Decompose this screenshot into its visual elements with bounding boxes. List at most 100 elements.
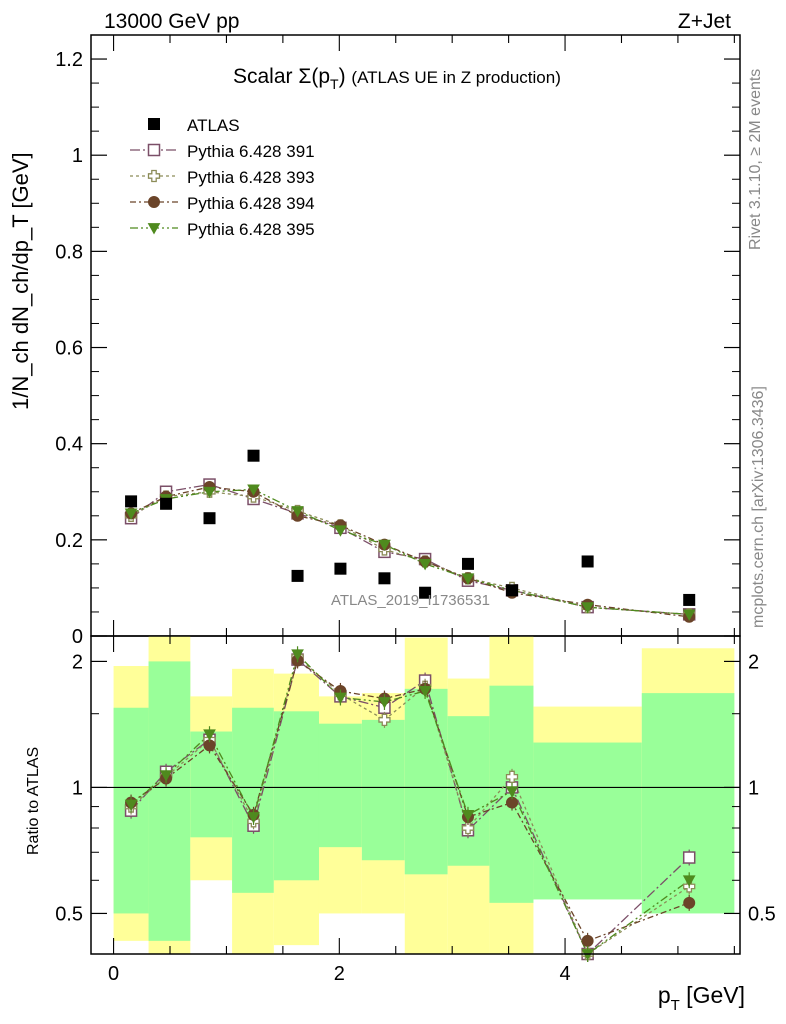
green-band-3 [232,707,274,893]
atlas-point-8 [461,557,474,570]
main-panel: 0 0.2 0.4 0.6 0.8 1 1.2 Scalar Σ(pT) (ATLAS UE… [8,34,741,648]
mcplots-label: mcplots.cern.ch [arXiv:1306.3436] [750,386,767,628]
x-axis-label-main: p [658,982,671,1008]
ratio-point-2-11 [683,896,696,909]
atlas-point-6 [378,572,391,585]
series-line-2 [130,486,690,618]
ratio-point-1-9 [505,770,519,783]
main-title-close: ) [339,65,346,88]
ratio-frame [90,635,741,955]
series-point-3-0 [124,508,138,520]
atlas-point-2 [203,512,216,525]
ratio-ytick-label-right-1: 1 [748,777,759,799]
green-band-4 [273,711,319,881]
ratio-point-3-8 [461,809,475,822]
atlas-point-9 [506,584,519,597]
green-band-7 [404,688,448,875]
series-point-3-4 [291,506,304,518]
main-title-subscript: T [330,76,339,92]
legend-label-2: Pythia 6.428 394 [187,194,315,213]
ratio-line-2 [130,659,690,942]
ratio-ytick-label-left-1: 1 [72,777,83,799]
main-ytick-label-3: 0.6 [55,338,83,360]
x-tick-label-1: 2 [334,963,345,985]
legend-marker-1 [147,169,161,183]
legend-marker-atlas [148,118,160,130]
watermark: ATLAS_2019_I1736531 [331,592,490,609]
main-ytick-label-4: 0.8 [55,241,83,263]
series-point-3-3 [247,484,260,496]
main-title-rest: (ATLAS UE in Z production) [351,68,560,87]
main-series-lines [130,483,690,618]
atlas-point-1 [160,497,173,510]
atlas-point-7 [419,586,432,599]
ratio-point-1-8 [461,821,475,835]
series-point-3-7 [418,558,432,571]
main-ytick-label-2: 0.4 [55,434,83,456]
atlas-point-11 [683,593,696,606]
series-point-3-10 [581,602,594,614]
series-line-0 [130,483,690,616]
ratio-point-3-6 [378,697,391,709]
green-band-6 [361,719,405,861]
green-band-10 [533,742,642,900]
ratio-point-3-4 [291,649,304,661]
legend-marker-2 [148,196,160,208]
main-title-prefix: Scalar Σ(p [233,65,330,88]
atlas-point-0 [125,495,138,508]
main-ylabel: 1/N_ch dN_ch/dp_T [GeV] [8,152,33,410]
series-point-3-8 [461,573,475,585]
legend-marker-0 [147,143,161,157]
ratio-point-1-6 [378,713,391,727]
ratio-point-3-11 [682,875,696,887]
main-ytick-label-0: 0 [72,626,83,648]
legend-label-atlas: ATLAS [187,116,240,135]
energy-label: 13000 GeV pp [104,10,239,33]
x-tick-label-0: 0 [108,963,119,985]
series-point-3-6 [378,539,391,552]
green-band-1 [148,661,191,941]
x-axis-label-unit: [GeV] [680,982,745,1008]
legend-label-0: Pythia 6.428 391 [187,142,315,161]
ratio-ticks: 0.5 0.5 1 1 2 2 0 2 4 [55,636,776,985]
series-line-1 [130,491,690,616]
series-line-3 [130,488,690,616]
ratio-point-0-11 [682,851,696,864]
atlas-point-4 [291,569,304,582]
ratio-ytick-label-right-0: 0.5 [748,903,776,925]
ratio-panel: 0.5 0.5 1 1 2 2 0 2 4 Ratio to ATLAS pT [GeV] [25,635,776,1014]
series-point-3-2 [203,486,216,499]
x-axis-label-subscript: T [671,997,680,1014]
ratio-ytick-label-right-2: 2 [748,651,759,673]
atlas-point-3 [247,449,260,462]
ratio-line-3 [130,653,690,955]
ratio-point-3-3 [247,812,260,824]
ratio-bands [113,636,735,954]
rivet-label: Rivet 3.1.10, ≥ 2M events [747,69,764,250]
series-point-3-5 [334,525,347,537]
ratio-point-3-2 [203,729,216,741]
process-label: Z+Jet [678,10,731,33]
green-band-5 [318,723,362,848]
legend: ATLAS Pythia 6.428 391 Pythia 6.428 393 Pyt… [130,116,315,239]
ratio-point-3-5 [334,692,347,705]
x-tick-label-2: 4 [559,963,570,985]
ratio-series-lines [130,653,690,956]
ratio-ylabel: Ratio to ATLAS [25,747,42,855]
x-axis-label: pT [GeV] [658,982,745,1014]
main-ytick-label-6: 1.2 [55,49,83,71]
legend-label-3: Pythia 6.428 395 [187,220,315,239]
main-ytick-label-5: 1 [72,145,83,167]
ratio-point-3-1 [159,770,173,782]
main-ytick-label-1: 0.2 [55,530,83,552]
series-point-3-11 [682,609,696,621]
legend-label-1: Pythia 6.428 393 [187,168,315,187]
ratio-line-0 [130,658,690,956]
atlas-point-5 [334,562,347,575]
ratio-point-3-0 [124,799,138,812]
legend-marker-3 [147,223,161,235]
ratio-point-2-10 [581,934,594,947]
atlas-point-10 [581,555,594,568]
ratio-point-3-7 [418,686,432,698]
